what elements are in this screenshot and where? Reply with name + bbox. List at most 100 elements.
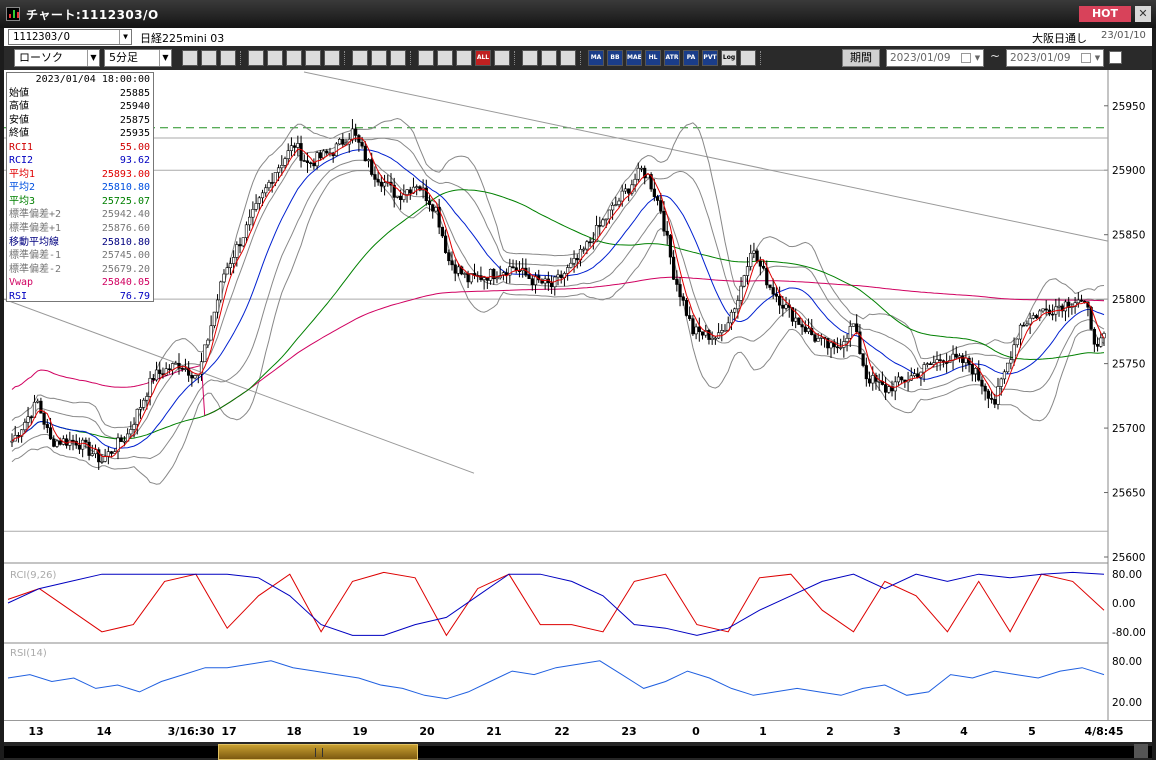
candle-body <box>655 196 660 201</box>
candle-body <box>1092 328 1096 345</box>
export-icon[interactable] <box>740 50 756 66</box>
candle-body <box>826 338 830 349</box>
chart-c-icon[interactable] <box>267 50 283 66</box>
hl-button[interactable]: HL <box>645 50 661 66</box>
chevron-down-icon[interactable]: ▼ <box>159 50 171 66</box>
chart-type-value: ローソク <box>19 51 63 64</box>
candle-body <box>456 266 461 274</box>
candle-body <box>858 331 862 354</box>
par-button[interactable]: PA R <box>683 50 699 66</box>
atr-button[interactable]: ATR <box>664 50 680 66</box>
candle-body <box>437 207 441 228</box>
candle-body <box>681 296 685 301</box>
data-row: 標準偏差+2 25942.40 <box>7 208 153 222</box>
candle-body <box>93 449 98 455</box>
candle-body <box>1076 299 1080 304</box>
x-tick-label: 21 <box>486 725 502 738</box>
candle-a-icon[interactable] <box>418 50 434 66</box>
candle-body <box>932 362 936 365</box>
rsi-title: RSI(14) <box>10 648 47 659</box>
date-from-value: 2023/01/09 <box>890 52 951 64</box>
hot-button[interactable]: HOT <box>1079 6 1131 22</box>
date-from-checkbox[interactable] <box>961 53 971 63</box>
palette-icon[interactable] <box>541 50 557 66</box>
wrench-icon[interactable] <box>522 50 538 66</box>
candle-body <box>707 330 711 340</box>
chevron-down-icon[interactable]: ▼ <box>87 50 99 66</box>
candle-body <box>527 274 531 279</box>
chart-d-icon[interactable] <box>286 50 302 66</box>
candle-body <box>170 363 175 371</box>
candle-body <box>566 267 570 274</box>
bb-button[interactable]: BB <box>607 50 623 66</box>
chart-b-icon[interactable] <box>248 50 264 66</box>
chevron-down-icon[interactable]: ▼ <box>119 30 131 44</box>
symbol-value: 1112303/O <box>13 31 70 43</box>
date-to-field[interactable]: 2023/01/09 ▼ <box>1006 49 1104 67</box>
candle-body <box>678 284 682 298</box>
chart-a-icon[interactable] <box>220 50 236 66</box>
chart-area[interactable]: 25950 25900 25850 25800 25750 25700 25650 25600… <box>4 70 1152 720</box>
candle-body <box>273 172 277 184</box>
candle-body <box>1079 299 1084 302</box>
search-icon[interactable] <box>182 50 198 66</box>
all-button[interactable]: ALL <box>475 50 491 66</box>
log-button[interactable]: Log <box>721 50 737 66</box>
undo-icon[interactable] <box>390 50 406 66</box>
candle-body <box>806 328 811 332</box>
pvt-button[interactable]: PVT <box>702 50 718 66</box>
cursor-icon[interactable] <box>371 50 387 66</box>
candle-body <box>235 244 239 258</box>
chart-type-select[interactable]: ローソク ▼ <box>14 49 100 67</box>
candle-body <box>533 275 538 286</box>
x-tick-label: 0 <box>692 725 700 738</box>
data-row-label: 終値 <box>9 128 29 140</box>
candle-body <box>469 273 473 283</box>
candle-body <box>283 158 287 166</box>
candle-body <box>1067 301 1071 308</box>
date-from-field[interactable]: 2023/01/09 ▼ <box>886 49 984 67</box>
candle-body <box>1051 313 1055 316</box>
resize-grip-icon[interactable] <box>1134 744 1148 758</box>
scroll-thumb[interactable] <box>218 744 418 760</box>
candle-body <box>598 225 602 227</box>
title-bar[interactable]: チャート:1112303/O HOT ✕ <box>0 0 1156 28</box>
date-to-checkbox[interactable] <box>1081 53 1091 63</box>
candle-c-icon[interactable] <box>456 50 472 66</box>
candle-body <box>132 424 136 430</box>
chevron-down-icon[interactable]: ▼ <box>974 54 981 62</box>
chevron-down-icon[interactable]: ▼ <box>1094 54 1101 62</box>
zoom-out-icon[interactable] <box>201 50 217 66</box>
chart-scrollbar[interactable] <box>4 742 1152 760</box>
close-icon[interactable]: ✕ <box>1135 6 1151 22</box>
pen-icon[interactable] <box>352 50 368 66</box>
ma3-line <box>11 189 1105 442</box>
candle-body <box>215 299 220 313</box>
candle-body <box>305 160 310 163</box>
settings-icon[interactable] <box>494 50 510 66</box>
candle-body <box>151 377 155 381</box>
candle-body <box>607 209 611 220</box>
flag-icon[interactable] <box>305 50 321 66</box>
interval-select[interactable]: 5分足 ▼ <box>104 49 172 67</box>
scroll-track[interactable] <box>4 746 1152 758</box>
rsi-tick-label: 80.00 <box>1112 656 1142 668</box>
period-button[interactable]: 期間 <box>842 49 880 67</box>
symbol-select[interactable]: 1112303/O ▼ <box>8 29 132 45</box>
candle-body <box>1009 359 1013 364</box>
mae-button[interactable]: MAE <box>626 50 642 66</box>
candle-body <box>845 337 849 342</box>
candle-body <box>588 241 592 244</box>
data-row-value: 25810.80 <box>101 236 150 248</box>
candle-body <box>270 182 274 184</box>
tool-a-icon[interactable] <box>324 50 340 66</box>
candle-body <box>684 300 689 316</box>
option-checkbox[interactable] <box>1109 51 1122 64</box>
candle-b-icon[interactable] <box>437 50 453 66</box>
data-row: 平均1 25893.00 <box>7 168 153 182</box>
candle-body <box>405 189 409 195</box>
ma-button[interactable]: MA <box>588 50 604 66</box>
chart-canvas[interactable]: 25950 25900 25850 25800 25750 25700 25650 25600… <box>4 70 1152 720</box>
lines-icon[interactable] <box>560 50 576 66</box>
